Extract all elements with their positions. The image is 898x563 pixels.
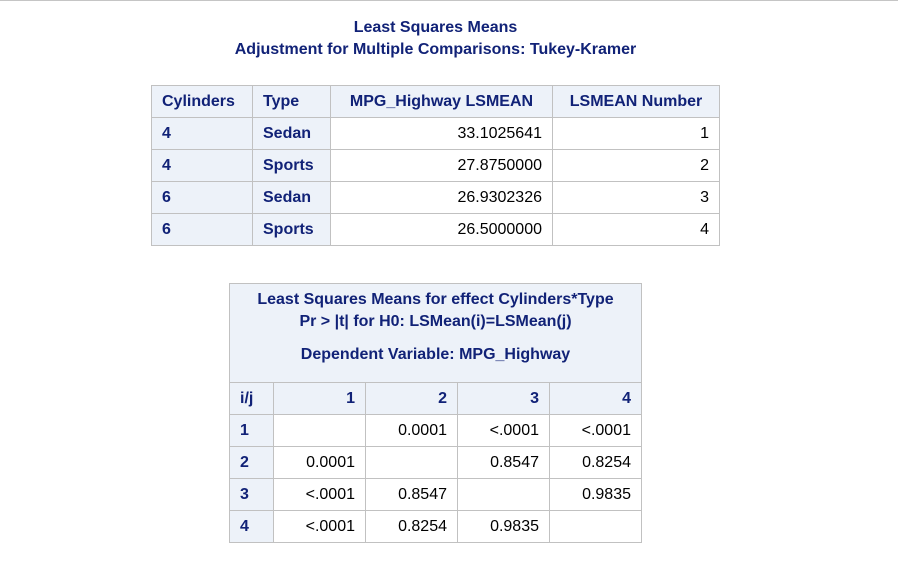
pvalue-cell xyxy=(457,478,550,511)
pvalue-cell: <.0001 xyxy=(273,510,366,543)
lsmean-cell: 26.5000000 xyxy=(330,213,553,246)
pvalue-cell: 0.0001 xyxy=(365,414,458,447)
column-header-3: 3 xyxy=(457,382,550,415)
pvalue-table: Least Squares Means for effect Cylinders… xyxy=(229,283,642,543)
pvalue-cell: 0.9835 xyxy=(457,510,550,543)
caption-effect: Least Squares Means for effect Cylinders… xyxy=(257,291,614,308)
type-cell: Sedan xyxy=(252,181,331,214)
pvalue-cell xyxy=(365,446,458,479)
column-header-type: Type xyxy=(252,85,331,118)
table-row: 4 <.0001 0.8254 0.9835 xyxy=(229,510,642,543)
lsmean-cell: 33.1025641 xyxy=(330,117,553,150)
row-header: 2 xyxy=(229,446,274,479)
pvalue-cell: 0.8254 xyxy=(365,510,458,543)
table-row: 1 0.0001 <.0001 <.0001 xyxy=(229,414,642,447)
caption-hypothesis: Pr > |t| for H0: LSMean(i)=LSMean(j) xyxy=(299,313,572,330)
lsmean-number-cell: 3 xyxy=(552,181,720,214)
column-header-2: 2 xyxy=(365,382,458,415)
row-header: 3 xyxy=(229,478,274,511)
lsmean-cell: 26.9302326 xyxy=(330,181,553,214)
pvalue-cell: 0.9835 xyxy=(549,478,642,511)
cylinders-cell: 6 xyxy=(151,181,253,214)
output-subtitle: Adjustment for Multiple Comparisons: Tuk… xyxy=(234,41,637,58)
caption-spacer xyxy=(240,333,631,344)
table-row: 4 Sedan 33.1025641 1 xyxy=(151,117,720,150)
pvalue-cell: <.0001 xyxy=(273,478,366,511)
output-title: Least Squares Means xyxy=(353,19,518,36)
type-cell: Sedan xyxy=(252,117,331,150)
lsmean-cell: 27.8750000 xyxy=(330,149,553,182)
cylinders-cell: 6 xyxy=(151,213,253,246)
column-header-4: 4 xyxy=(549,382,642,415)
row-header: 1 xyxy=(229,414,274,447)
column-header-1: 1 xyxy=(273,382,366,415)
table-row: 4 Sports 27.8750000 2 xyxy=(151,149,720,182)
lsmeans-table: Cylinders Type MPG_Highway LSMEAN LSMEAN… xyxy=(151,85,720,246)
pvalue-cell: <.0001 xyxy=(457,414,550,447)
row-header: 4 xyxy=(229,510,274,543)
lsmean-number-cell: 2 xyxy=(552,149,720,182)
top-divider xyxy=(0,0,898,1)
pvalue-cell: <.0001 xyxy=(549,414,642,447)
table-row: 6 Sedan 26.9302326 3 xyxy=(151,181,720,214)
table-caption-row: Least Squares Means for effect Cylinders… xyxy=(229,283,642,383)
type-cell: Sports xyxy=(252,149,331,182)
cylinders-cell: 4 xyxy=(151,149,253,182)
column-header-lsmean: MPG_Highway LSMEAN xyxy=(330,85,553,118)
type-cell: Sports xyxy=(252,213,331,246)
cylinders-cell: 4 xyxy=(151,117,253,150)
table-row: 2 0.0001 0.8547 0.8254 xyxy=(229,446,642,479)
pvalue-cell xyxy=(549,510,642,543)
column-header-cylinders: Cylinders xyxy=(151,85,253,118)
table-header-row: Cylinders Type MPG_Highway LSMEAN LSMEAN… xyxy=(151,85,720,118)
caption-dependent-variable: Dependent Variable: MPG_Highway xyxy=(300,346,571,363)
pvalue-cell: 0.8547 xyxy=(457,446,550,479)
table-row: 6 Sports 26.5000000 4 xyxy=(151,213,720,246)
table-caption: Least Squares Means for effect Cylinders… xyxy=(229,283,642,383)
lsmean-number-cell: 4 xyxy=(552,213,720,246)
pvalue-cell: 0.8547 xyxy=(365,478,458,511)
pvalue-cell: 0.0001 xyxy=(273,446,366,479)
lsmean-number-cell: 1 xyxy=(552,117,720,150)
column-header-ij: i/j xyxy=(229,382,274,415)
column-header-lsmean-number: LSMEAN Number xyxy=(552,85,720,118)
table-row: 3 <.0001 0.8547 0.9835 xyxy=(229,478,642,511)
table-header-row: i/j 1 2 3 4 xyxy=(229,382,642,415)
pvalue-cell xyxy=(273,414,366,447)
pvalue-cell: 0.8254 xyxy=(549,446,642,479)
